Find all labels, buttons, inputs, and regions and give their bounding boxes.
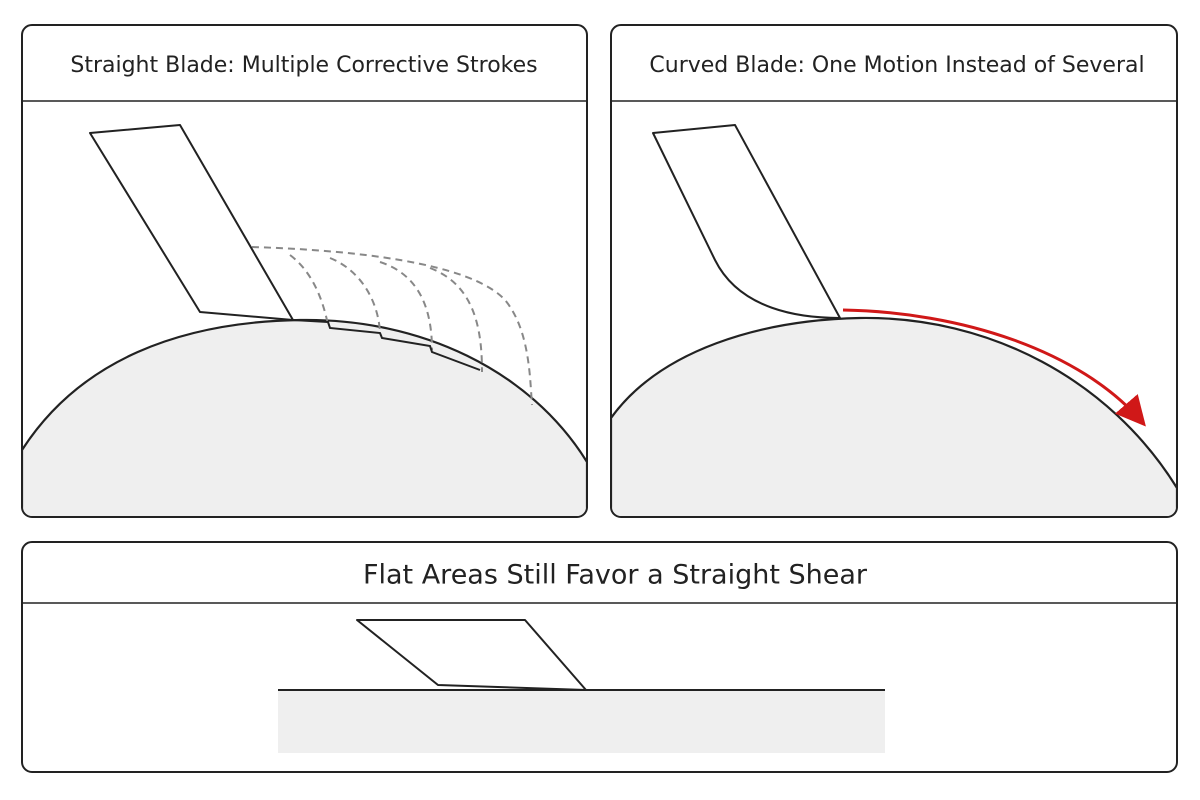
panel-title: Flat Areas Still Favor a Straight Shear (363, 560, 868, 591)
panel-title: Straight Blade: Multiple Corrective Stro… (70, 53, 537, 78)
panel-curved: Curved Blade: One Motion Instead of Seve… (610, 24, 1178, 518)
panel-straight: Straight Blade: Multiple Corrective Stro… (21, 24, 588, 518)
panel-title: Curved Blade: One Motion Instead of Seve… (649, 53, 1144, 78)
panel-flat: Flat Areas Still Favor a Straight Shear (21, 541, 1178, 773)
